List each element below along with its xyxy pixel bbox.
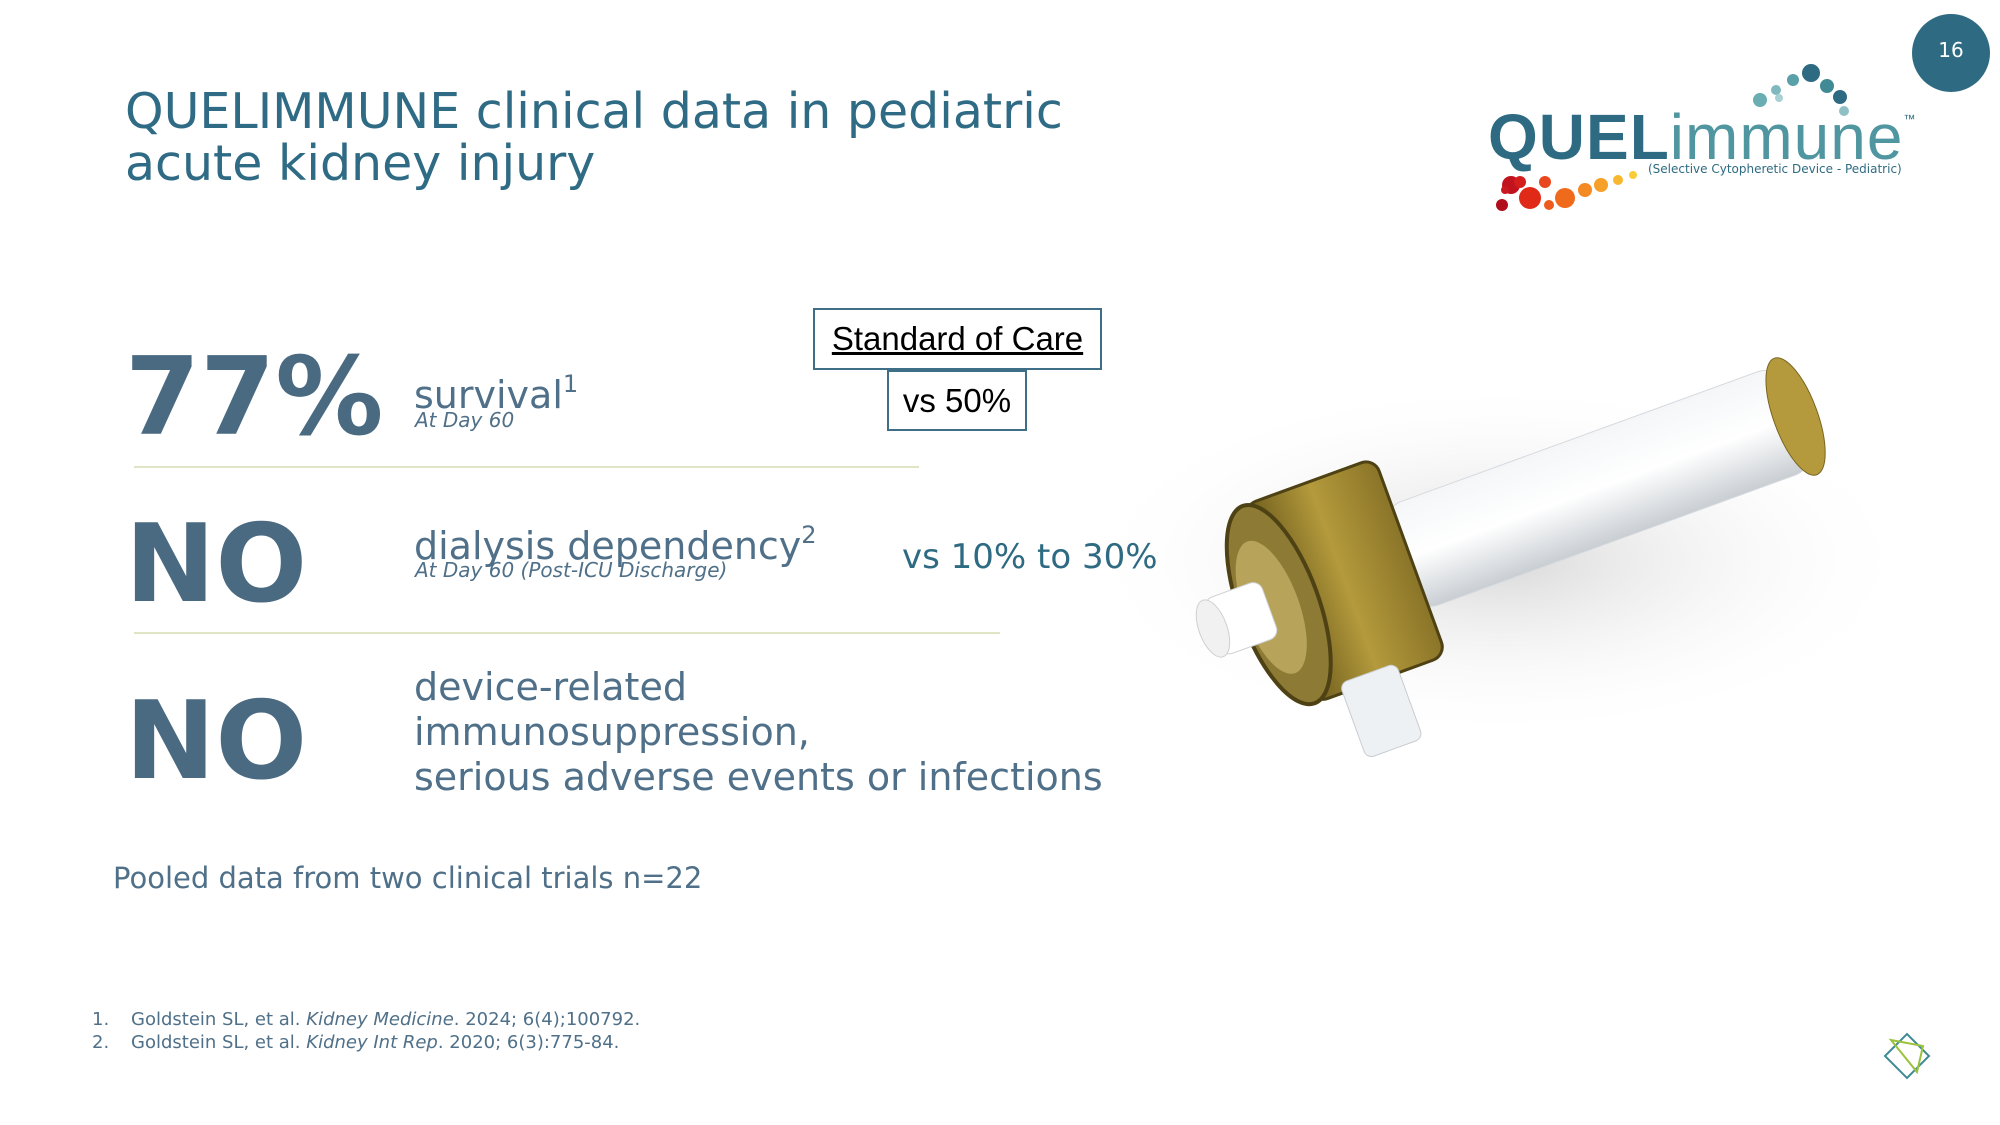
comparison-header: Standard of Care — [831, 320, 1084, 357]
ref-citation: . 2020; 6(3):775-84. — [437, 1032, 620, 1053]
ref-text: Goldstein SL, et al. — [131, 1032, 307, 1053]
footnote-mark: 1 — [562, 370, 579, 398]
logo-light: immune — [1669, 101, 1904, 173]
stat-detail: At Day 60 — [415, 408, 515, 432]
ref-number: 2. — [92, 1032, 110, 1053]
logo-bold: QUEL — [1488, 101, 1670, 173]
stat-figure: 77% — [125, 335, 384, 460]
note: Pooled data from two clinical trials n=2… — [113, 861, 703, 895]
reference: Goldstein SL, et al. Kidney Int Rep. 202… — [131, 1032, 619, 1053]
logo-tagline: (Selective Cytopheretic Device - Pediatr… — [1648, 162, 1902, 176]
divider — [134, 632, 1000, 634]
reference: Goldstein SL, et al. Kidney Medicine. 20… — [131, 1009, 640, 1030]
ref-number: 1. — [92, 1009, 110, 1030]
stat-label-text: survival — [414, 373, 563, 417]
comparison-box: vs 50% — [887, 370, 1027, 431]
title-line: acute kidney injury — [125, 135, 596, 192]
stat-label: immunosuppression, — [414, 710, 810, 754]
stat-label: serious adverse events or infections — [414, 755, 1103, 799]
stat-figure: NO — [125, 679, 308, 804]
ref-text: Goldstein SL, et al. — [131, 1009, 307, 1030]
stat-figure: NO — [125, 502, 308, 627]
title-line: QUELIMMUNE clinical data in pediatric — [125, 83, 1063, 140]
stat-label-text: dialysis dependency — [414, 524, 802, 568]
comparison-header-box: Standard of Care — [813, 308, 1102, 370]
logo-tm: ™ — [1903, 112, 1917, 126]
stat-detail: At Day 60 (Post-ICU Discharge) — [415, 558, 728, 582]
comparison: vs 10% to 30% — [902, 537, 1158, 577]
device-image — [1080, 357, 1920, 758]
ref-citation: . 2024; 6(4);100792. — [453, 1009, 641, 1030]
stat-label: dialysis dependency2 — [414, 512, 817, 569]
divider — [134, 466, 919, 468]
page-number: 16 — [1938, 38, 1964, 62]
footnote-mark: 2 — [801, 521, 817, 549]
logo-wordmark: QUELimmune™ — [1488, 100, 1916, 174]
comparison: vs 50% — [902, 381, 1012, 419]
ref-journal: Kidney Int Rep — [306, 1032, 438, 1053]
ref-journal: Kidney Medicine — [306, 1009, 454, 1030]
stat-label: device-related — [414, 665, 687, 709]
page-badge — [1912, 14, 1990, 92]
stat-label: survival1 — [414, 361, 578, 418]
logo-dots — [1496, 64, 1849, 211]
corner-logo — [1883, 1032, 1931, 1080]
